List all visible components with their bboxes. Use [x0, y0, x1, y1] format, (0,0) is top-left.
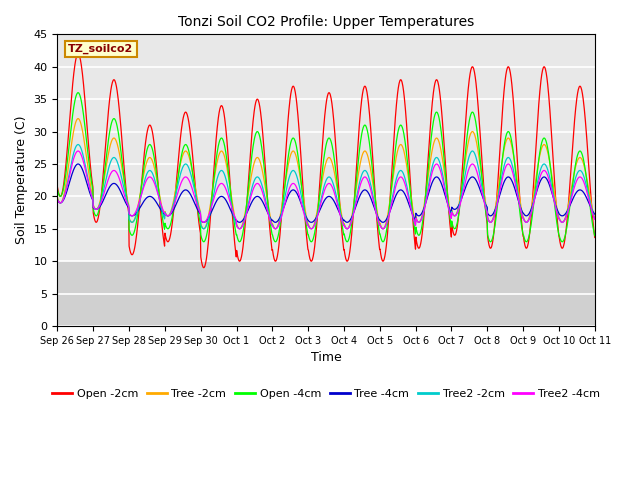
Tree -4cm	[410, 215, 418, 220]
Open -4cm	[410, 219, 417, 225]
Line: Open -2cm: Open -2cm	[58, 54, 595, 268]
Tree2 -4cm	[54, 196, 61, 202]
Tree2 -4cm	[236, 226, 243, 232]
Tree -2cm	[234, 223, 241, 229]
Open -2cm	[234, 254, 242, 260]
Legend: Open -2cm, Tree -2cm, Open -4cm, Tree -4cm, Tree2 -2cm, Tree2 -4cm: Open -2cm, Tree -2cm, Open -4cm, Tree -4…	[48, 384, 604, 403]
Tree2 -4cm	[481, 200, 488, 205]
Open -4cm	[161, 225, 168, 230]
Line: Tree2 -4cm: Tree2 -4cm	[58, 151, 595, 229]
Open -2cm	[528, 209, 536, 215]
Open -2cm	[161, 241, 168, 247]
Tree2 -2cm	[528, 208, 536, 214]
Tree -4cm	[591, 211, 598, 217]
Tree -2cm	[236, 226, 243, 232]
Tree2 -2cm	[591, 216, 598, 222]
Bar	[58, 261, 595, 326]
Tree2 -4cm	[591, 216, 598, 222]
Open -4cm	[480, 193, 488, 199]
Open -2cm	[410, 232, 418, 238]
Tree2 -4cm	[528, 209, 536, 215]
Line: Tree -2cm: Tree -2cm	[58, 119, 595, 229]
Tree2 -2cm	[481, 197, 488, 203]
Tree -4cm	[74, 161, 82, 167]
Y-axis label: Soil Temperature (C): Soil Temperature (C)	[15, 116, 28, 244]
Tree2 -2cm	[173, 185, 181, 191]
Open -2cm	[54, 184, 61, 190]
Tree2 -4cm	[173, 192, 181, 197]
Open -2cm	[173, 168, 181, 174]
Tree2 -4cm	[410, 218, 418, 224]
Tree -4cm	[200, 219, 207, 225]
Tree -2cm	[528, 204, 536, 209]
Tree2 -2cm	[236, 226, 243, 232]
Tree -2cm	[591, 215, 598, 221]
Open -4cm	[54, 187, 61, 192]
Tree -4cm	[161, 211, 168, 217]
Title: Tonzi Soil CO2 Profile: Upper Temperatures: Tonzi Soil CO2 Profile: Upper Temperatur…	[178, 15, 474, 29]
Tree2 -2cm	[54, 196, 61, 202]
Line: Open -4cm: Open -4cm	[58, 93, 595, 242]
Tree -4cm	[481, 198, 488, 204]
Tree -2cm	[173, 178, 181, 183]
Line: Tree2 -2cm: Tree2 -2cm	[58, 144, 595, 229]
Tree2 -4cm	[234, 224, 241, 230]
Tree2 -2cm	[410, 217, 418, 223]
Tree2 -4cm	[74, 148, 82, 154]
Tree -2cm	[161, 214, 168, 220]
Tree -4cm	[54, 197, 61, 203]
Tree -4cm	[234, 219, 242, 225]
Open -2cm	[200, 265, 207, 271]
Tree -2cm	[74, 116, 82, 121]
Line: Tree -4cm: Tree -4cm	[58, 164, 595, 222]
Open -2cm	[481, 190, 488, 196]
Tree2 -4cm	[161, 210, 168, 216]
Tree -2cm	[481, 192, 488, 198]
Open -2cm	[591, 235, 598, 240]
Tree -2cm	[410, 214, 418, 219]
Open -4cm	[74, 90, 82, 96]
Open -4cm	[234, 235, 241, 240]
Open -4cm	[527, 221, 535, 227]
Tree -4cm	[528, 205, 536, 211]
Tree -4cm	[173, 199, 181, 204]
Open -4cm	[591, 233, 598, 239]
X-axis label: Time: Time	[310, 351, 342, 364]
Tree -2cm	[54, 194, 61, 200]
Open -4cm	[173, 180, 181, 186]
Tree2 -2cm	[161, 215, 168, 221]
Tree2 -2cm	[234, 224, 241, 230]
Open -4cm	[559, 239, 566, 245]
Text: TZ_soilco2: TZ_soilco2	[68, 44, 133, 54]
Tree2 -2cm	[74, 142, 82, 147]
Open -2cm	[74, 51, 82, 57]
